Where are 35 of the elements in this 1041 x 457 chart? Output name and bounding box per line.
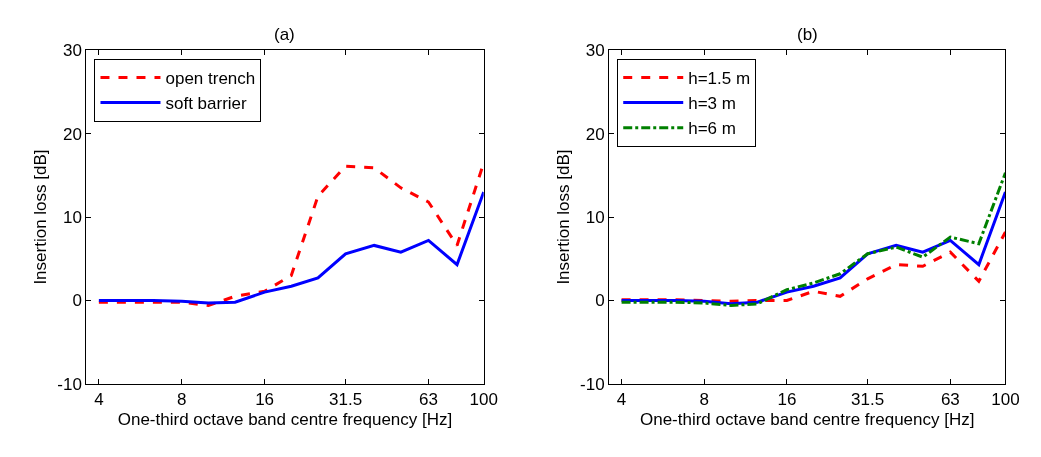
chart-title: (a)	[274, 25, 295, 44]
x-tick-label: 16	[255, 390, 275, 410]
x-tick-label: 100	[991, 390, 1020, 410]
y-tick-label: 10	[585, 208, 605, 227]
x-tick-label: 4	[616, 390, 627, 410]
line-series	[97, 190, 484, 305]
y-tick-label: 0	[595, 291, 605, 311]
y-tick-label: 30	[585, 41, 605, 61]
x-tick-label: 63	[940, 390, 960, 410]
x-axis-title: One-third octave band centre frequency [Hz]	[117, 409, 453, 429]
x-tick-label: 16	[777, 390, 797, 410]
x-tick-label: 31.5	[851, 390, 885, 410]
y-tick-label: 20	[585, 124, 605, 144]
legend-label: soft barrier	[165, 94, 248, 114]
x-tick-label: 63	[419, 390, 438, 410]
x-tick-label: 4	[94, 390, 104, 410]
x-tick-label: 8	[699, 390, 709, 410]
y-tick-label: -10	[580, 374, 605, 394]
y-tick-label: 10	[62, 208, 82, 227]
x-tick-label: 8	[177, 390, 187, 410]
legend-label: h=1.5 m	[688, 69, 751, 89]
y-tick-label: 0	[72, 291, 82, 311]
x-tick-label: 100	[469, 390, 498, 410]
y-tick-label: 30	[62, 41, 82, 61]
y-axis-title: Insertion loss [dB]	[553, 149, 573, 285]
line-series	[620, 230, 1006, 303]
legend-label: h=6 m	[688, 119, 736, 139]
y-tick-label: -10	[57, 374, 82, 394]
y-tick-label: 20	[62, 124, 82, 144]
x-axis-title: One-third octave band centre frequency [Hz]	[639, 409, 975, 429]
legend-label: open trench	[165, 69, 256, 89]
chart-title: (b)	[797, 25, 818, 44]
x-tick-label: 31.5	[329, 390, 363, 410]
legend-label: h=3 m	[688, 94, 736, 114]
y-axis-title: Insertion loss [dB]	[30, 149, 50, 285]
